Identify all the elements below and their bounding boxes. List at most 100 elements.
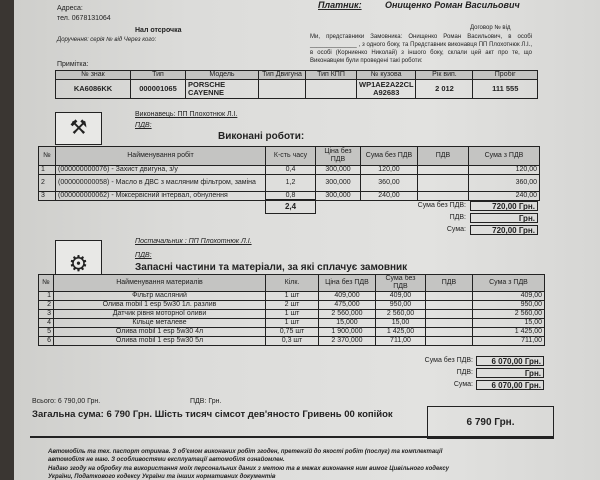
table-cell: WP1AE2A22CL A92683 — [355, 79, 417, 99]
table-cell — [417, 191, 469, 201]
work-row: 2 (000000000058) - Масло в ДВС з масляним… — [38, 174, 540, 192]
table-cell: 1 — [38, 291, 54, 301]
part-row: 5 Олива mobil 1 esp 5w30 4л 0,75 шт 1 900,0… — [38, 327, 545, 337]
table-cell: 240,00 — [468, 191, 540, 201]
proxy-line: Доручення: серія № від Через кого: — [57, 37, 157, 43]
payer-name: Онищенко Роман Васильович — [385, 0, 520, 10]
table-cell — [425, 291, 473, 301]
table-cell: 3 — [38, 309, 54, 319]
table-cell: 6 — [38, 336, 54, 346]
table-cell — [417, 174, 469, 192]
table-cell — [425, 300, 473, 310]
tools-icon: ⚒ — [55, 112, 102, 145]
col-header: Тип Двигуна — [258, 70, 306, 80]
table-cell: (000000000076) - Захист двигуна, з/у — [55, 165, 266, 175]
col-header: Модель — [185, 70, 259, 80]
parts-sum: 6 070,00 Грн. — [476, 380, 544, 390]
contract: Договор № від — [470, 25, 511, 31]
table-cell: 2 560,00 — [472, 309, 545, 319]
parts-vat-label: ПДВ: — [135, 252, 152, 259]
table-cell: Олива mobil 1 esp 5w30 4л — [53, 327, 266, 337]
table-cell: 5 — [38, 327, 54, 337]
executor: Виконавець: ПП Плохотнюк Л.І. — [135, 111, 238, 118]
table-cell: 360,00 — [360, 174, 418, 192]
footer-line: автомобіля не маю. З особливостями експл… — [48, 457, 285, 463]
table-cell: (000000000062) - Міжсервісний інтервал, … — [55, 191, 266, 201]
table-cell: Олива mobil 1 esp 5w30 5л — [53, 336, 266, 346]
parts-vat-sum: Грн. — [476, 368, 544, 378]
table-cell: 409,00 — [472, 291, 545, 301]
total-vat: ПДВ: Грн. — [190, 398, 222, 405]
table-cell: 000001065 — [130, 79, 186, 99]
payment-type: Нал отсрочка — [135, 27, 182, 34]
works-sum: 720,00 Грн. — [470, 225, 538, 235]
total-all: Всього: 6 790,00 Грн. — [32, 398, 101, 405]
works-title: Виконані роботи: — [218, 131, 305, 142]
col-header: № знак — [55, 70, 131, 80]
table-cell: 1 425,00 — [472, 327, 545, 337]
works-vat-sum-label: ПДВ: — [449, 214, 466, 221]
table-cell: 240,00 — [360, 191, 418, 201]
col-header: ПДВ — [417, 146, 469, 166]
table-cell: 360,00 — [468, 174, 540, 192]
table-cell: KA6086KK — [55, 79, 131, 99]
intro-paragraph: Ми, представники Замовника: Онищенко Ром… — [310, 34, 532, 64]
table-cell: 15,00 — [472, 318, 545, 328]
col-header: Сума без ПДВ — [375, 274, 426, 292]
table-cell — [417, 165, 469, 175]
col-header: Тип КПП — [305, 70, 357, 80]
col-header: ПДВ — [425, 274, 473, 292]
grand-total-text: Загальна сума: 6 790 Грн. Шість тисяч сі… — [32, 409, 393, 420]
table-cell: 2 560,00 — [375, 309, 426, 319]
parts-vat-sum-label: ПДВ: — [456, 369, 473, 376]
works-vat-sum: Грн. — [470, 213, 538, 223]
works-sum-label: Сума: — [446, 226, 466, 233]
parts-sum-no-vat: 6 070,00 Грн. — [476, 356, 544, 366]
parts-sum-label: Сума: — [453, 381, 473, 388]
table-cell: 1 шт — [265, 309, 319, 319]
table-cell: 475,000 — [318, 300, 376, 310]
col-header: Пробіг — [472, 70, 538, 80]
table-cell: 2 — [38, 174, 56, 192]
table-cell: 300,000 — [315, 174, 361, 192]
works-sum-no-vat-label: Сума без ПДВ: — [417, 202, 466, 209]
footer-line: Автомобіль та тех. паспорт отримав. З об… — [48, 449, 443, 455]
table-cell: PORSCHE CAYENNE — [185, 79, 259, 99]
table-cell: Олива mobil 1 esp 5w30 1л. разлив — [53, 300, 266, 310]
table-cell — [425, 318, 473, 328]
table-cell: 120,00 — [468, 165, 540, 175]
col-header: Найменування материалів — [53, 274, 266, 292]
parts-table: № Найменування материалів Кілк. Ціна без ПД… — [38, 274, 545, 346]
part-row: 1 Фільтр масляний 1 шт 409,000 409,00 409,00 — [38, 291, 545, 301]
part-row: 2 Олива mobil 1 esp 5w30 1л. разлив 2 шт 47… — [38, 300, 545, 310]
part-row: 3 Датчик рівня моторної оливи 1 шт 2 560,00… — [38, 309, 545, 319]
table-cell: 2 012 — [415, 79, 474, 99]
phone: тел. 0678131064 — [57, 15, 111, 22]
table-cell: 2 — [38, 300, 54, 310]
footer-line: Надаю згоду на обробку та використання м… — [48, 466, 449, 472]
col-header: № — [38, 146, 56, 166]
address-label: Адреса: — [57, 5, 83, 12]
divider — [30, 436, 553, 438]
parts-sum-no-vat-label: Сума без ПДВ: — [424, 357, 473, 364]
col-header: № кузова — [355, 70, 417, 80]
table-cell: 300,000 — [315, 165, 361, 175]
table-cell: 0,75 шт — [265, 327, 319, 337]
table-cell: 120,00 — [360, 165, 418, 175]
col-header: К-сть часу — [265, 146, 316, 166]
col-header: Ціна без ПДВ — [315, 146, 361, 166]
col-header: Найменування робіт — [55, 146, 266, 166]
table-cell: 1 900,000 — [318, 327, 376, 337]
table-cell: 2 370,000 — [318, 336, 376, 346]
table-cell: 950,00 — [472, 300, 545, 310]
col-header: Ціна без ПДВ — [318, 274, 376, 292]
table-cell — [425, 327, 473, 337]
table-cell: 950,00 — [375, 300, 426, 310]
table-cell: 2 шт — [265, 300, 319, 310]
table-cell: 1,2 — [265, 174, 316, 192]
table-cell — [425, 336, 473, 346]
parts-title: Запасні частини та матеріали, за які спл… — [135, 262, 408, 273]
payer-label: Платник: — [318, 0, 362, 10]
col-header: Кілк. — [265, 274, 319, 292]
table-cell: 409,000 — [318, 291, 376, 301]
